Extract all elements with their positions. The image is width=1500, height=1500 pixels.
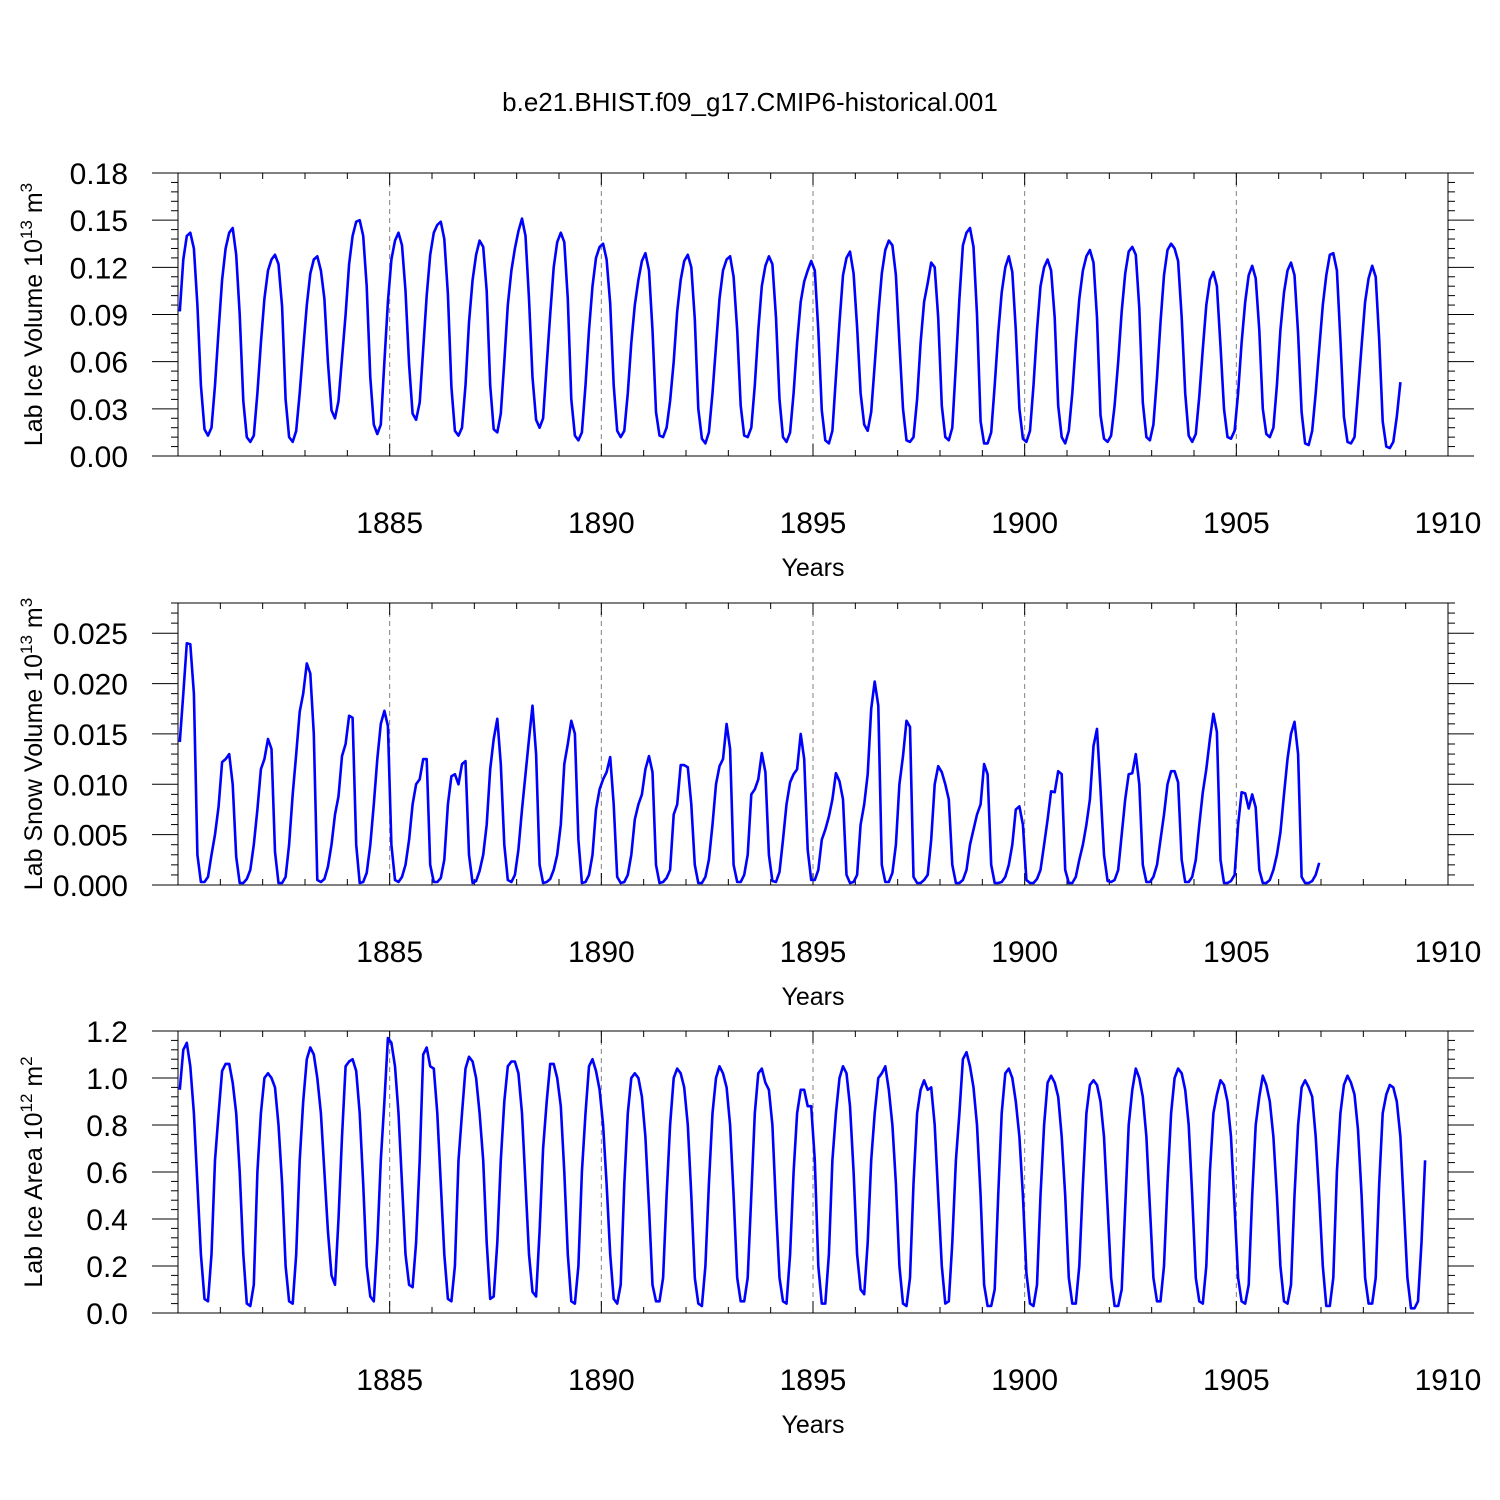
y-axis-title-unit: m xyxy=(20,1066,48,1094)
y-tick-label: 0.000 xyxy=(53,870,128,903)
y-tick-label: 0.00 xyxy=(70,441,128,474)
x-tick-label: 1890 xyxy=(568,936,635,969)
y-axis-title-text: Lab Ice Area 10 xyxy=(20,1113,48,1288)
y-axis-title-unit: m xyxy=(20,607,48,635)
x-axis-title: Years xyxy=(781,1411,844,1439)
y-axis-title: Lab Ice Volume 1013 m3 xyxy=(17,183,48,446)
x-tick-label: 1895 xyxy=(780,507,847,540)
y-tick-label: 0.020 xyxy=(53,669,128,702)
data-series-line xyxy=(178,1036,1427,1310)
x-tick-label: 1900 xyxy=(991,936,1058,969)
y-tick-label: 0.0 xyxy=(86,1298,128,1331)
chart-panel-1: 1885 1890 1895 1900 1905 1910 0.00 0.03 0.06 0.09… xyxy=(17,158,1481,582)
y-axis-title-text: Lab Snow Volume 10 xyxy=(20,654,48,890)
y-axis-title-unit-exponent: 2 xyxy=(17,1056,36,1065)
y-tick-label: 0.6 xyxy=(86,1157,128,1190)
x-tick-label: 1905 xyxy=(1203,507,1270,540)
y-tick-label: 1.0 xyxy=(86,1063,128,1096)
y-tick-label: 0.09 xyxy=(70,300,128,333)
data-series-line xyxy=(178,641,1321,885)
x-tick-label: 1900 xyxy=(991,507,1058,540)
y-tick-label: 0.15 xyxy=(70,205,128,238)
y-axis-title-exponent: 12 xyxy=(17,1094,36,1113)
y-tick-label: 0.015 xyxy=(53,719,128,752)
y-tick-label: 0.06 xyxy=(70,347,128,380)
y-tick-label: 0.18 xyxy=(70,158,128,191)
chart-panel-3: 1885 1890 1895 1900 1905 1910 0.0 0.2 0.4 0.6 0.8 1… xyxy=(17,1016,1481,1439)
x-tick-label: 1890 xyxy=(568,507,635,540)
x-tick-label: 1900 xyxy=(991,1364,1058,1397)
y-tick-label: 0.8 xyxy=(86,1110,128,1143)
x-tick-label: 1905 xyxy=(1203,936,1270,969)
y-axis-title-exponent: 13 xyxy=(17,635,36,654)
x-tick-label: 1885 xyxy=(356,1364,423,1397)
y-axis-title-unit-exponent: 3 xyxy=(17,598,36,607)
x-tick-label: 1885 xyxy=(356,936,423,969)
y-tick-label: 0.010 xyxy=(53,769,128,802)
y-tick-label: 0.2 xyxy=(86,1251,128,1284)
chart-panel-2: 1885 1890 1895 1900 1905 1910 0.000 0.005 0.010 0… xyxy=(17,598,1481,1011)
x-tick-label: 1910 xyxy=(1415,936,1482,969)
y-axis-title-unit-exponent: 3 xyxy=(17,183,36,192)
x-axis-title: Years xyxy=(781,554,844,582)
x-tick-label: 1895 xyxy=(780,1364,847,1397)
y-tick-label: 0.03 xyxy=(70,394,128,427)
chart-title: b.e21.BHIST.f09_g17.CMIP6-historical.001 xyxy=(502,87,998,117)
y-axis-title-unit: m xyxy=(20,192,48,220)
y-axis-title-text: Lab Ice Volume 10 xyxy=(20,239,48,446)
x-tick-label: 1910 xyxy=(1415,1364,1482,1397)
y-tick-label: 1.2 xyxy=(86,1016,128,1049)
x-axis-title: Years xyxy=(781,983,844,1011)
x-tick-label: 1885 xyxy=(356,507,423,540)
y-tick-label: 0.005 xyxy=(53,820,128,853)
y-axis-title: Lab Ice Area 1012 m2 xyxy=(17,1056,48,1287)
y-tick-label: 0.4 xyxy=(86,1204,128,1237)
x-tick-label: 1905 xyxy=(1203,1364,1270,1397)
x-tick-label: 1895 xyxy=(780,936,847,969)
y-tick-label: 0.025 xyxy=(53,618,128,651)
y-axis-title-exponent: 13 xyxy=(17,220,36,239)
y-tick-label: 0.12 xyxy=(70,252,128,285)
y-axis-title: Lab Snow Volume 1013 m3 xyxy=(17,598,48,890)
data-series-line xyxy=(178,217,1402,450)
x-tick-label: 1890 xyxy=(568,1364,635,1397)
x-tick-label: 1910 xyxy=(1415,507,1482,540)
